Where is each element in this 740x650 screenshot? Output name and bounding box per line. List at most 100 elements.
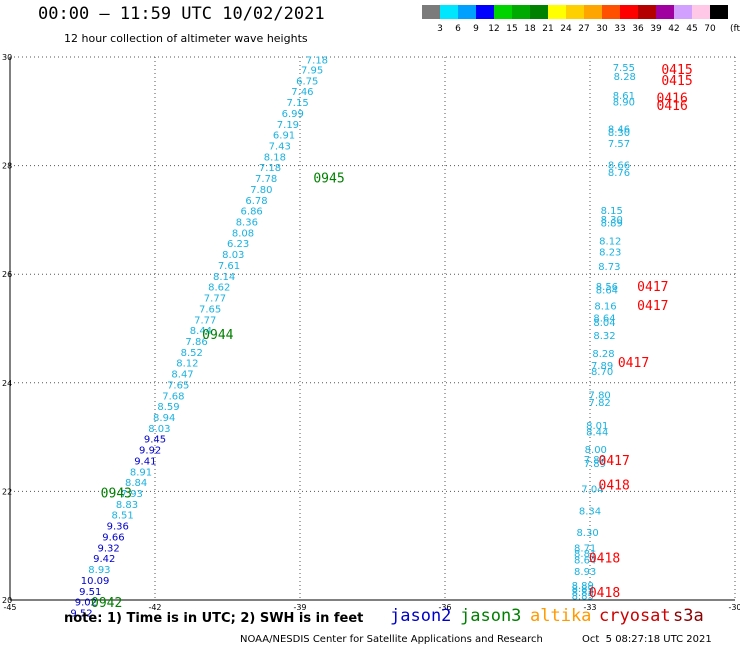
data-point-label: 8.93 <box>574 567 596 578</box>
data-point-label: 9.52 <box>70 608 92 619</box>
chart-subtitle: 12 hour collection of altimeter wave hei… <box>64 32 308 45</box>
tick-labels: -45 -42 -39 -36 -33 -30 20 22 24 26 28 30 <box>2 53 740 612</box>
time-annotation: 0415 <box>661 63 692 78</box>
colorbar-swatch <box>620 5 638 19</box>
footer-credit: NOAA/NESDIS Center for Satellite Applica… <box>240 634 543 645</box>
data-point-label: 7.78 <box>255 174 277 185</box>
y-tick-label: 28 <box>2 162 12 171</box>
colorbar-label: 36 <box>632 24 644 34</box>
time-annotation: 0418 <box>599 478 630 493</box>
colorbar-label: 24 <box>560 24 572 34</box>
colorbar-swatch <box>476 5 494 19</box>
data-point-label: 8.28 <box>614 72 636 83</box>
data-point-label: 8.14 <box>213 272 235 283</box>
data-point-label: 7.89 <box>591 361 613 372</box>
colorbar-label: 30 <box>596 24 608 34</box>
colorbar-label: 39 <box>650 24 662 34</box>
data-point-label: 7.43 <box>269 142 291 153</box>
data-point-label: 9.42 <box>93 554 115 565</box>
data-point-label: 8.70 <box>591 367 613 378</box>
colorbar-label: 21 <box>542 24 553 34</box>
colorbar-label: 9 <box>473 24 479 34</box>
colorbar-label: 3 <box>437 24 443 34</box>
data-point-label: 9.32 <box>97 543 119 554</box>
plot-grid <box>10 56 736 600</box>
time-annotation: 0418 <box>589 586 620 601</box>
data-point-label: 7.80 <box>589 391 611 402</box>
data-point-label: 6.91 <box>273 131 295 142</box>
colorbar-swatch <box>710 5 728 19</box>
time-annotation: 0415 <box>661 74 692 89</box>
data-point-label: 8.91 <box>130 467 152 478</box>
data-point-label: 8.44 <box>586 428 608 439</box>
colorbar-swatch <box>422 5 440 19</box>
time-annotation: 0417 <box>637 299 668 314</box>
data-point-label: 8.85 <box>572 592 594 603</box>
data-point-label: 7.89 <box>584 459 606 470</box>
data-point-label: 7.15 <box>286 98 308 109</box>
colorbar-swatch <box>602 5 620 19</box>
time-annotation: 0416 <box>657 99 688 114</box>
time-annotation: 0943 <box>101 486 132 501</box>
data-point-label: 8.64 <box>574 555 596 566</box>
data-point-label: 7.93 <box>121 489 143 500</box>
data-point-label: 8.30 <box>576 528 598 539</box>
data-point-label: 7.65 <box>167 380 189 391</box>
data-point-label: 8.30 <box>601 215 623 226</box>
legend-s3a: s3a <box>673 606 704 626</box>
data-point-label: 7.80 <box>250 185 272 196</box>
colorbar-label: 70 <box>704 24 716 34</box>
data-point-label: 8.15 <box>601 206 623 217</box>
data-point-label: 6.23 <box>227 239 249 250</box>
data-point-label: 8.18 <box>264 152 286 163</box>
time-annotation: 0418 <box>589 552 620 567</box>
data-point-label: 8.04 <box>593 318 615 329</box>
data-point-label: 8.64 <box>593 314 615 325</box>
data-labels: 7.187.956.757.467.156.997.196.917.438.18… <box>70 56 636 620</box>
colorbar-unit: (ft) <box>730 24 740 34</box>
data-point-label: 9.51 <box>79 587 101 598</box>
y-tick-label: 24 <box>2 379 12 388</box>
data-point-label: 7.77 <box>204 294 226 305</box>
data-point-label: 7.68 <box>162 391 184 402</box>
data-point-label: 8.56 <box>596 282 618 293</box>
data-point-label: 9.45 <box>144 435 166 446</box>
data-point-label: 7.87 <box>584 455 606 466</box>
data-point-label: 8.84 <box>125 478 147 489</box>
x-tick-label: -30 <box>728 603 740 612</box>
colorbar-swatch <box>458 5 476 19</box>
colorbar-swatch <box>584 5 602 19</box>
data-point-label: 8.36 <box>236 218 258 229</box>
plot-axes <box>9 57 735 601</box>
data-point-label: 9.02 <box>75 598 97 609</box>
footer-timestamp: Oct 5 08:27:18 UTC 2021 <box>582 634 712 645</box>
data-point-label: 7.77 <box>194 315 216 326</box>
data-point-label: 7.95 <box>301 65 323 76</box>
time-annotation: 0945 <box>313 172 344 187</box>
data-point-label: 8.47 <box>171 370 193 381</box>
data-point-label: 8.81 <box>574 549 596 560</box>
x-tick-label: -36 <box>438 603 451 612</box>
data-point-label: 8.73 <box>598 262 620 273</box>
data-point-label: 7.18 <box>259 163 281 174</box>
data-point-label: 8.46 <box>608 125 630 136</box>
time-annotation: 0417 <box>599 454 630 469</box>
colorbar-swatch <box>566 5 584 19</box>
data-point-label: 8.52 <box>181 348 203 359</box>
y-tick-label: 26 <box>2 270 12 279</box>
x-tick-label: -45 <box>3 603 16 612</box>
colorbar-swatch <box>656 5 674 19</box>
data-point-label: 8.28 <box>592 349 614 360</box>
data-point-label: 6.78 <box>245 196 267 207</box>
colorbar-label: 6 <box>455 24 461 34</box>
data-point-label: 8.83 <box>116 500 138 511</box>
data-point-label: 10.09 <box>81 576 110 587</box>
y-tick-label: 20 <box>2 596 12 605</box>
colorbar-swatch <box>440 5 458 19</box>
data-point-label: 8.16 <box>594 302 616 313</box>
data-point-label: 8.08 <box>232 228 254 239</box>
colorbar-swatch <box>548 5 566 19</box>
data-point-label: 8.30 <box>608 128 630 139</box>
